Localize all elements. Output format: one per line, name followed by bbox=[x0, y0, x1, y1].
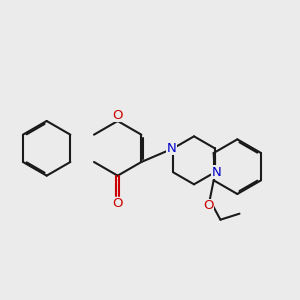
Text: O: O bbox=[203, 199, 214, 212]
Text: N: N bbox=[212, 166, 222, 179]
Text: N: N bbox=[167, 142, 176, 155]
Text: O: O bbox=[112, 197, 123, 210]
Text: O: O bbox=[112, 109, 123, 122]
